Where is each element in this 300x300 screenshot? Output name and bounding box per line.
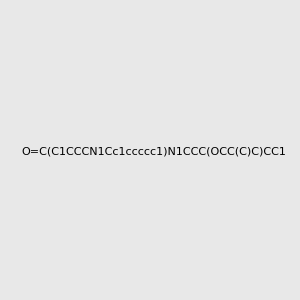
Text: O=C(C1CCCN1Cc1ccccc1)N1CCC(OCC(C)C)CC1: O=C(C1CCCN1Cc1ccccc1)N1CCC(OCC(C)C)CC1 bbox=[21, 146, 286, 157]
